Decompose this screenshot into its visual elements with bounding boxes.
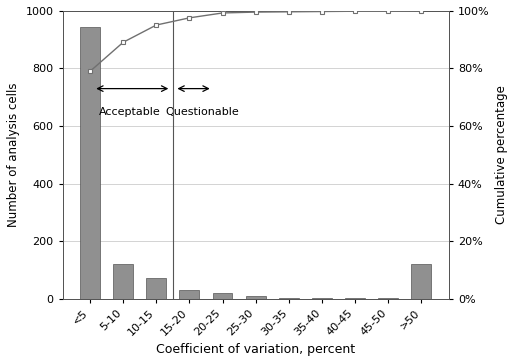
Bar [345, 298, 365, 299]
Bar [279, 298, 299, 299]
Bar [379, 298, 398, 299]
Bar [246, 296, 266, 299]
Y-axis label: Cumulative percentage: Cumulative percentage [495, 85, 508, 224]
Bar [80, 27, 100, 299]
Bar [213, 293, 232, 299]
Text: Questionable: Questionable [166, 107, 239, 117]
Y-axis label: Number of analysis cells: Number of analysis cells [7, 82, 20, 227]
Bar [312, 298, 332, 299]
Bar [411, 264, 431, 299]
Text: Acceptable: Acceptable [99, 107, 161, 117]
Bar [146, 278, 166, 299]
Bar [180, 290, 199, 299]
Bar [113, 264, 133, 299]
X-axis label: Coefficient of variation, percent: Coefficient of variation, percent [156, 343, 355, 356]
